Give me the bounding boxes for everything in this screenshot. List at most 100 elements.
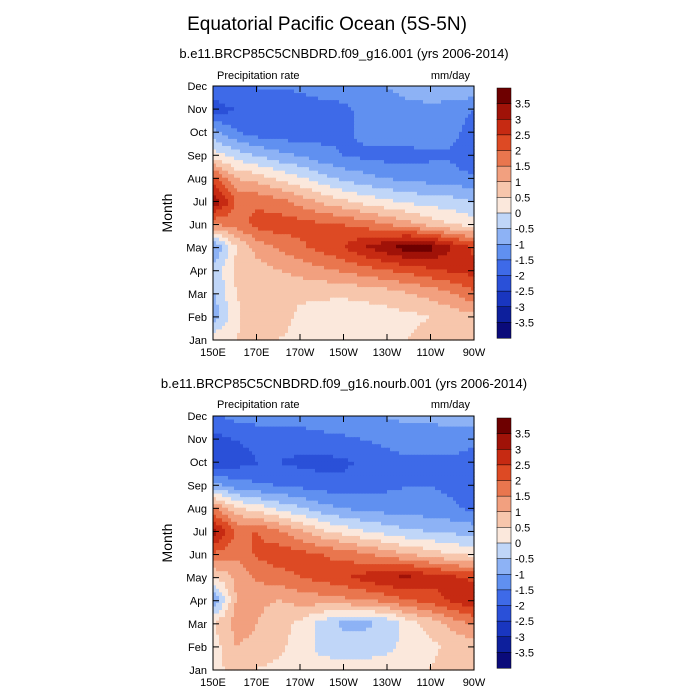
heatmap-cell xyxy=(405,248,409,253)
heatmap-cell xyxy=(261,198,265,204)
heatmap-cell xyxy=(285,93,289,98)
heatmap-cell xyxy=(264,107,268,112)
heatmap-cell xyxy=(219,195,223,200)
heatmap-cell xyxy=(336,103,340,108)
heatmap-cell xyxy=(393,209,397,214)
heatmap-cell xyxy=(273,149,277,154)
heatmap-cell xyxy=(450,138,454,144)
heatmap-cell xyxy=(309,241,313,246)
heatmap-cell xyxy=(327,117,331,122)
heatmap-cell xyxy=(219,160,223,165)
heatmap-cell xyxy=(372,237,376,242)
heatmap-cell xyxy=(321,167,325,172)
heatmap-cell xyxy=(231,188,235,193)
heatmap-cell xyxy=(363,191,367,196)
heatmap-cell xyxy=(375,262,379,267)
heatmap-cell xyxy=(237,241,241,246)
heatmap-cell xyxy=(438,223,442,228)
heatmap-cell xyxy=(297,131,301,136)
heatmap-cell xyxy=(372,145,376,151)
heatmap-cell xyxy=(375,205,379,211)
heatmap-cell xyxy=(450,202,454,207)
heatmap-cell xyxy=(369,89,373,94)
heatmap-cell xyxy=(348,181,352,186)
heatmap-cell xyxy=(408,248,412,253)
heatmap-cell xyxy=(468,248,472,253)
heatmap-cell xyxy=(444,272,448,278)
heatmap-cell xyxy=(450,230,454,235)
heatmap-cell xyxy=(354,153,358,158)
heatmap-cell xyxy=(345,255,349,260)
heatmap-cell xyxy=(228,131,232,136)
heatmap-cell xyxy=(438,124,442,129)
heatmap-cell xyxy=(363,89,367,94)
heatmap-cell xyxy=(393,170,397,175)
heatmap-cell xyxy=(231,174,235,179)
heatmap-cell xyxy=(312,272,316,278)
heatmap-cell xyxy=(390,198,394,204)
heatmap-cell xyxy=(408,241,412,246)
heatmap-cell xyxy=(219,213,223,218)
heatmap-cell xyxy=(426,220,430,225)
heatmap-cell xyxy=(375,124,379,129)
heatmap-cell xyxy=(216,170,220,175)
heatmap-cell xyxy=(345,276,349,281)
heatmap-cell xyxy=(468,255,472,260)
heatmap-cell xyxy=(396,205,400,211)
heatmap-cell xyxy=(387,156,391,161)
heatmap-cell xyxy=(285,191,289,196)
heatmap-cell xyxy=(423,191,427,196)
heatmap-cell xyxy=(405,181,409,186)
heatmap-cell xyxy=(465,153,469,158)
heatmap-cell xyxy=(252,145,256,151)
heatmap-cell xyxy=(375,265,379,271)
heatmap-cell xyxy=(450,213,454,218)
heatmap-cell xyxy=(444,227,448,232)
heatmap-cell xyxy=(348,177,352,182)
heatmap-cell xyxy=(255,276,259,281)
heatmap-cell xyxy=(456,202,460,207)
heatmap-cell xyxy=(411,230,415,235)
heatmap-cell xyxy=(270,135,274,140)
heatmap-cell xyxy=(213,234,217,239)
heatmap-cell xyxy=(405,93,409,98)
heatmap-cell xyxy=(348,230,352,235)
heatmap-cell xyxy=(453,100,457,105)
heatmap-cell xyxy=(243,195,247,200)
heatmap-cell xyxy=(468,251,472,256)
heatmap-cell xyxy=(465,230,469,235)
heatmap-cell xyxy=(363,128,367,133)
heatmap-cell xyxy=(360,153,364,158)
heatmap-cell xyxy=(393,265,397,271)
heatmap-cell xyxy=(354,114,358,119)
heatmap-cell xyxy=(264,153,268,158)
heatmap-cell xyxy=(363,142,367,147)
heatmap-cell xyxy=(291,89,295,94)
heatmap-cell xyxy=(228,107,232,112)
heatmap-cell xyxy=(387,216,391,221)
heatmap-cell xyxy=(471,103,475,108)
heatmap-cell xyxy=(381,163,385,168)
heatmap-cell xyxy=(261,163,265,168)
heatmap-cell xyxy=(228,205,232,211)
heatmap-cell xyxy=(219,198,223,204)
heatmap-cell xyxy=(378,223,382,228)
heatmap-cell xyxy=(354,241,358,246)
heatmap-cell xyxy=(318,110,322,115)
heatmap-cell xyxy=(432,149,436,154)
heatmap-cell xyxy=(303,198,307,204)
heatmap-cell xyxy=(414,96,418,101)
heatmap-cell xyxy=(441,153,445,158)
heatmap-cell xyxy=(357,258,361,263)
heatmap-cell xyxy=(252,188,256,193)
heatmap-cell xyxy=(375,184,379,189)
heatmap-cell xyxy=(222,184,226,189)
heatmap-cell xyxy=(246,262,250,267)
heatmap-cell xyxy=(396,156,400,161)
heatmap-cell xyxy=(384,153,388,158)
heatmap-cell xyxy=(282,227,286,232)
heatmap-cell xyxy=(282,184,286,189)
heatmap-cell xyxy=(432,262,436,267)
heatmap-cell xyxy=(270,89,274,94)
heatmap-cell xyxy=(309,265,313,271)
